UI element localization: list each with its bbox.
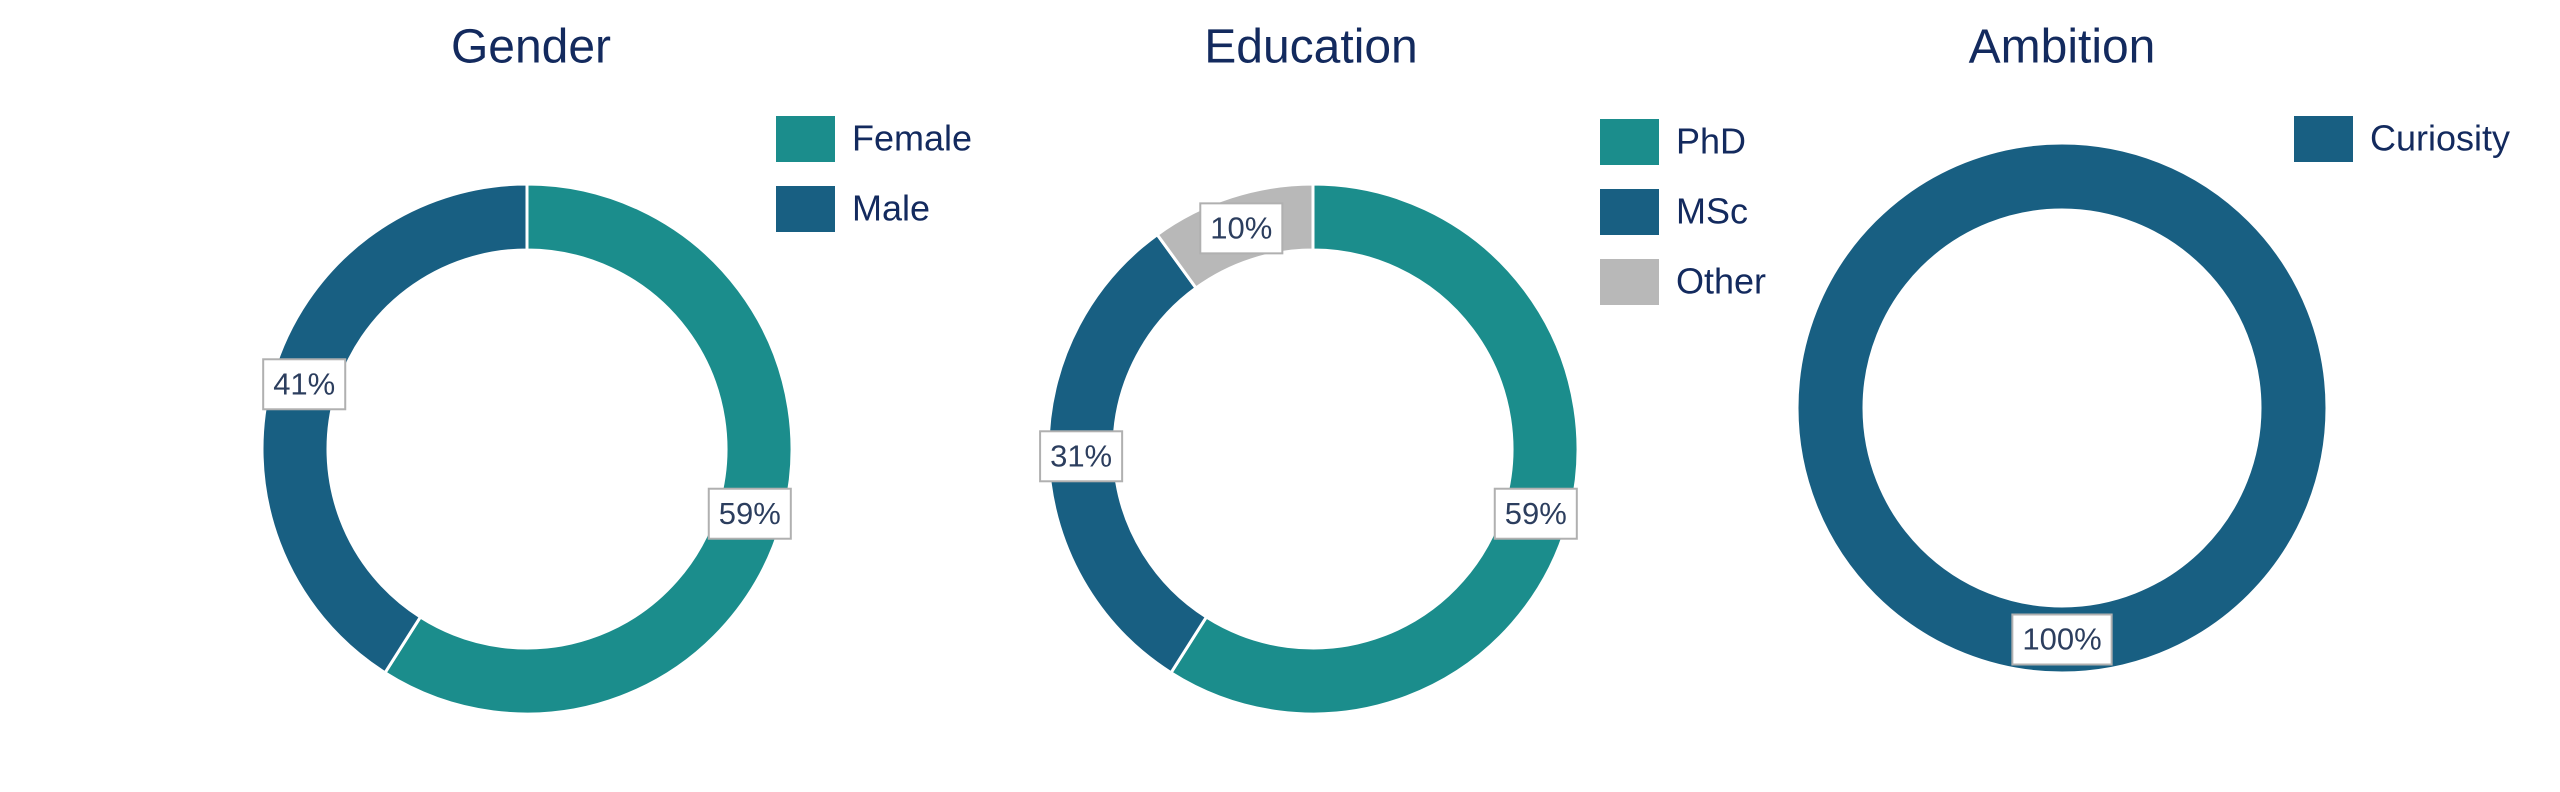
donut-slice — [1795, 141, 2329, 675]
legend-swatch — [1600, 259, 1659, 305]
label-box — [262, 358, 347, 411]
data-label-text: 10% — [1210, 211, 1272, 246]
data-label: 59% — [1493, 487, 1578, 540]
legend-text: Other — [1676, 261, 1766, 302]
chart-title: Gender — [451, 21, 611, 74]
donut-slice — [1046, 232, 1209, 675]
donut-slice — [382, 182, 794, 716]
donut-slice — [1168, 182, 1580, 716]
legend-text: MSc — [1676, 191, 1748, 232]
data-label: 59% — [707, 487, 792, 540]
data-label-text: 59% — [719, 496, 781, 531]
legend-text: Female — [852, 118, 972, 159]
data-label-text: 59% — [1505, 496, 1567, 531]
legend-text: Male — [852, 188, 930, 229]
data-label-text: 41% — [273, 366, 335, 401]
label-box — [707, 487, 792, 540]
donut-slice — [260, 182, 529, 675]
legend-swatch — [776, 186, 835, 232]
label-box — [1039, 430, 1124, 483]
data-label-text: 100% — [2022, 622, 2101, 657]
data-label: 10% — [1199, 202, 1284, 255]
legend-swatch — [776, 116, 835, 162]
legend-text: Curiosity — [2370, 118, 2510, 159]
chart-title: Ambition — [1969, 21, 2156, 74]
legend-swatch — [1600, 189, 1659, 235]
data-label: 100% — [2011, 613, 2113, 666]
data-label-text: 31% — [1050, 438, 1112, 473]
label-box — [2011, 613, 2113, 666]
legend-text: PhD — [1676, 121, 1746, 162]
label-box — [1493, 487, 1578, 540]
legend-swatch — [1600, 119, 1659, 165]
label-box — [1199, 202, 1284, 255]
chart-title: Education — [1204, 21, 1418, 74]
data-label: 41% — [262, 358, 347, 411]
legend-swatch — [2294, 116, 2353, 162]
data-label: 31% — [1039, 430, 1124, 483]
